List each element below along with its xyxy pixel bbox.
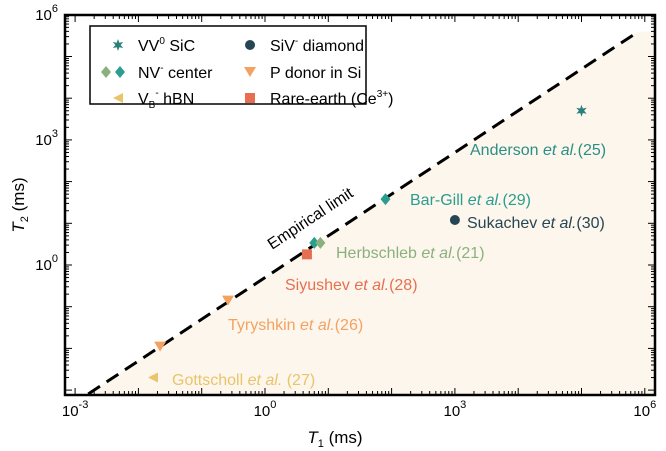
legend-marker-diamond <box>101 66 111 78</box>
annotation-tyryshkin: Tyryshkin et al.(26) <box>228 317 363 334</box>
y-tick-label: 103 <box>35 128 58 149</box>
legend-marker-triangle-left <box>113 93 123 103</box>
annotation-ref: (25) <box>578 142 606 159</box>
annotation-gottscholl: Gottscholl et al. (27) <box>172 372 315 389</box>
legend-label-rest: diamond <box>298 38 364 55</box>
legend-label-rest: ) <box>388 91 393 108</box>
data-point-triangle-down <box>221 295 234 306</box>
legend-label: VB- hBN <box>138 88 194 111</box>
annotation-sukachev: Sukachev et al.(30) <box>467 215 605 232</box>
annotation-ref: (29) <box>502 192 530 209</box>
data-point-circle <box>449 214 460 225</box>
annotation-etal: et al. <box>296 317 335 334</box>
tick-base: 10 <box>35 7 52 24</box>
annotation-ref: (28) <box>389 277 417 294</box>
tick-exp: 0 <box>270 399 276 411</box>
annotation-author: Tyryshkin <box>228 317 296 334</box>
data-point-triangle-left <box>147 372 158 383</box>
y-tick-label: 106 <box>35 3 58 24</box>
legend-label-sup: 3+ <box>377 89 389 100</box>
legend-label: SiV- diamond <box>270 36 364 55</box>
annotation-author: Siyushev <box>285 277 350 294</box>
annotation-author: Bar-Gill <box>410 192 463 209</box>
annotation-siyushev: Siyushev et al.(28) <box>285 277 418 294</box>
tick-exp: 3 <box>52 128 58 140</box>
data-point-star <box>576 104 587 117</box>
x-tick-label: 103 <box>443 399 466 420</box>
annotation-etal: et al. <box>243 372 282 389</box>
legend-label-main: Rare-earth (Ce <box>270 91 377 108</box>
legend-label: NV- center <box>138 63 213 82</box>
tick-base: 10 <box>35 257 52 274</box>
annotation-author: Sukachev <box>467 215 537 232</box>
legend-marker-square <box>245 93 255 103</box>
legend-label-rest: SiC <box>165 38 195 55</box>
legend-label: Rare-earth (Ce3+) <box>270 89 393 108</box>
data-point-diamond <box>380 193 391 206</box>
y-axis-label: T2 (ms) <box>9 177 31 232</box>
legend-marker-star <box>112 39 124 51</box>
data-point-triangle-down <box>154 341 167 352</box>
legend-label-main: P donor in Si <box>270 65 361 82</box>
legend-label-main: NV <box>138 65 161 82</box>
x-tick-label: 106 <box>633 399 656 420</box>
legend-label-sub: B <box>149 100 156 111</box>
legend-marker-triangle-down <box>244 67 256 77</box>
data-point-square <box>301 249 312 260</box>
annotation-etal: et al. <box>539 142 578 159</box>
annotation-herbschleb: Herbschleb et al.(21) <box>336 245 485 262</box>
legend-label-main: VV <box>138 38 160 55</box>
x-tick-label: 10-3 <box>62 399 88 420</box>
legend-label: P donor in Si <box>270 65 361 82</box>
annotation-ref: (21) <box>456 245 484 262</box>
legend-label-rest: hBN <box>159 91 195 108</box>
data-point-diamond <box>309 236 320 249</box>
tick-exp: 6 <box>650 399 656 411</box>
legend-label-sup: - <box>160 63 163 74</box>
annotation-ref: (27) <box>282 372 315 389</box>
plot-frame <box>63 13 657 397</box>
legend-marker-diamond <box>115 66 125 78</box>
tick-base: 10 <box>633 403 650 420</box>
tick-exp: -3 <box>79 399 89 411</box>
x-tick-label: 100 <box>254 399 277 420</box>
tick-base: 10 <box>62 403 79 420</box>
annotation-ref: (30) <box>576 215 604 232</box>
tick-base: 10 <box>35 132 52 149</box>
annotation-etal: et al. <box>350 277 389 294</box>
tick-exp: 6 <box>52 3 58 15</box>
tick-base: 10 <box>443 403 460 420</box>
legend-label: VV0 SiC <box>138 36 195 55</box>
annotation-etal: et al. <box>537 215 576 232</box>
legend-label-main: V <box>138 91 149 108</box>
legend-label-sup: - <box>155 88 158 99</box>
annotation-etal: et al. <box>417 245 456 262</box>
annotation-bar-gill: Bar-Gill et al.(29) <box>410 192 531 209</box>
tick-base: 10 <box>254 403 271 420</box>
tick-exp: 3 <box>460 399 466 411</box>
legend-label-main: SiV <box>270 38 295 55</box>
legend-label-rest: center <box>164 65 214 82</box>
legend-marker-circle <box>245 40 255 50</box>
annotation-author: Anderson <box>470 142 539 159</box>
annotation-anderson: Anderson et al.(25) <box>470 142 606 159</box>
annotation-author: Herbschleb <box>336 245 417 262</box>
data-point-diamond <box>315 236 326 249</box>
x-axis-label: T1 (ms) <box>307 428 362 450</box>
legend-label-sup: 0 <box>159 36 165 47</box>
shaded-region-below-limit <box>88 31 655 395</box>
annotation-ref: (26) <box>335 317 363 334</box>
legend-label-sup: - <box>295 36 298 47</box>
annotation-author: Gottscholl <box>172 372 243 389</box>
annotation-etal: et al. <box>463 192 502 209</box>
y-tick-label: 100 <box>35 253 58 274</box>
tick-exp: 0 <box>52 253 58 265</box>
